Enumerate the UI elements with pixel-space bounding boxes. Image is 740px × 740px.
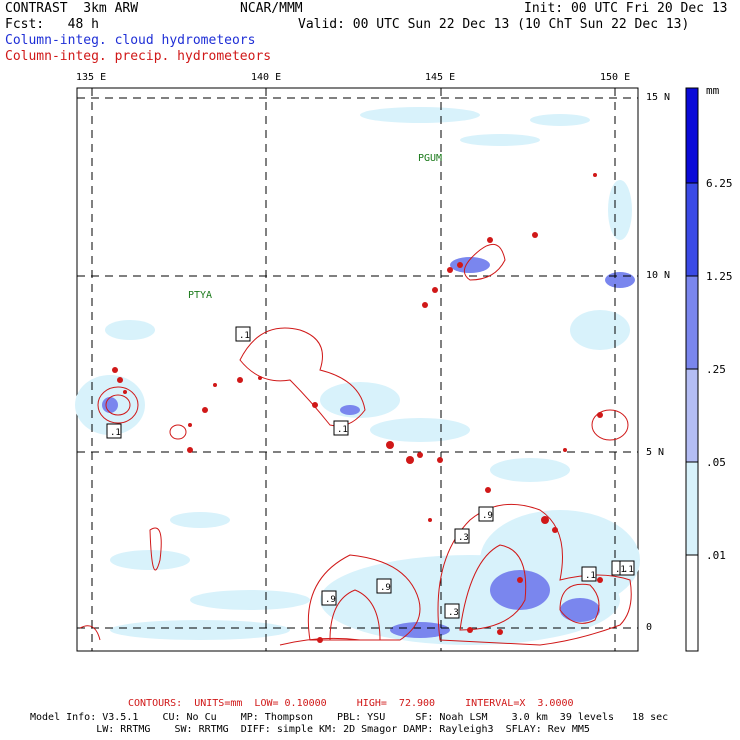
contour-label: .9: [482, 511, 493, 521]
cloud-shading-light: [75, 107, 640, 645]
lat-lon-grid: [77, 88, 638, 651]
contour-label: .9: [380, 583, 391, 593]
center-label: NCAR/MMM: [240, 1, 303, 16]
contour-label: .3: [458, 533, 469, 543]
lon-label-150: 150 E: [600, 72, 631, 83]
colorbar-level: .25: [706, 363, 726, 376]
valid-time: Valid: 00 UTC Sun 22 Dec 13 (10 ChT Sun …: [298, 17, 690, 32]
model-info-line-1: Model Info: V3.5.1 CU: No Cu MP: Thompso…: [30, 712, 669, 723]
contour-label: .1: [623, 565, 634, 575]
contour-label: .1: [337, 425, 348, 435]
model-info-line-2: LW: RRTMG SW: RRTMG DIFF: simple KM: 2D …: [30, 724, 590, 735]
contour-label: .3: [448, 608, 459, 618]
forecast-hour: Fcst: 48 h: [5, 17, 99, 32]
model-title: CONTRAST 3km ARW: [5, 1, 139, 16]
colorbar-level: .05: [706, 456, 726, 469]
contour-label-boxes: [106, 326, 635, 619]
contour-label: .1: [239, 331, 250, 341]
lat-label-15n: 15 N: [646, 92, 671, 103]
lat-label-0: 0: [646, 622, 653, 633]
cloud-shading-medium: [102, 257, 635, 638]
precip-field-title: Column-integ. precip. hydrometeors: [5, 49, 272, 64]
lat-label-10n: 10 N: [646, 270, 671, 281]
station-ptya: PTYA: [188, 290, 212, 301]
contour-info: CONTOURS: UNITS=mm LOW= 0.10000 HIGH= 72…: [128, 698, 574, 709]
contour-label: .1: [110, 428, 121, 438]
precip-cells: [112, 173, 603, 643]
contour-label: .9: [325, 595, 336, 605]
colorbar-unit: mm: [706, 84, 720, 97]
init-time: Init: 00 UTC Fri 20 Dec 13: [524, 1, 728, 16]
contour-label: .1: [615, 565, 626, 575]
contour-label: .1: [585, 571, 596, 581]
lat-label-5n: 5 N: [646, 447, 665, 458]
lon-label-140: 140 E: [251, 72, 282, 83]
colorbar: [685, 87, 699, 652]
colorbar-level: .01: [706, 549, 726, 562]
lon-label-135: 135 E: [76, 72, 107, 83]
cloud-field-title: Column-integ. cloud hydrometeors: [5, 33, 256, 48]
colorbar-level: 1.25: [706, 270, 733, 283]
lon-label-145: 145 E: [425, 72, 456, 83]
colorbar-level: 6.25: [706, 177, 733, 190]
station-pgum: PGUM: [418, 153, 442, 164]
